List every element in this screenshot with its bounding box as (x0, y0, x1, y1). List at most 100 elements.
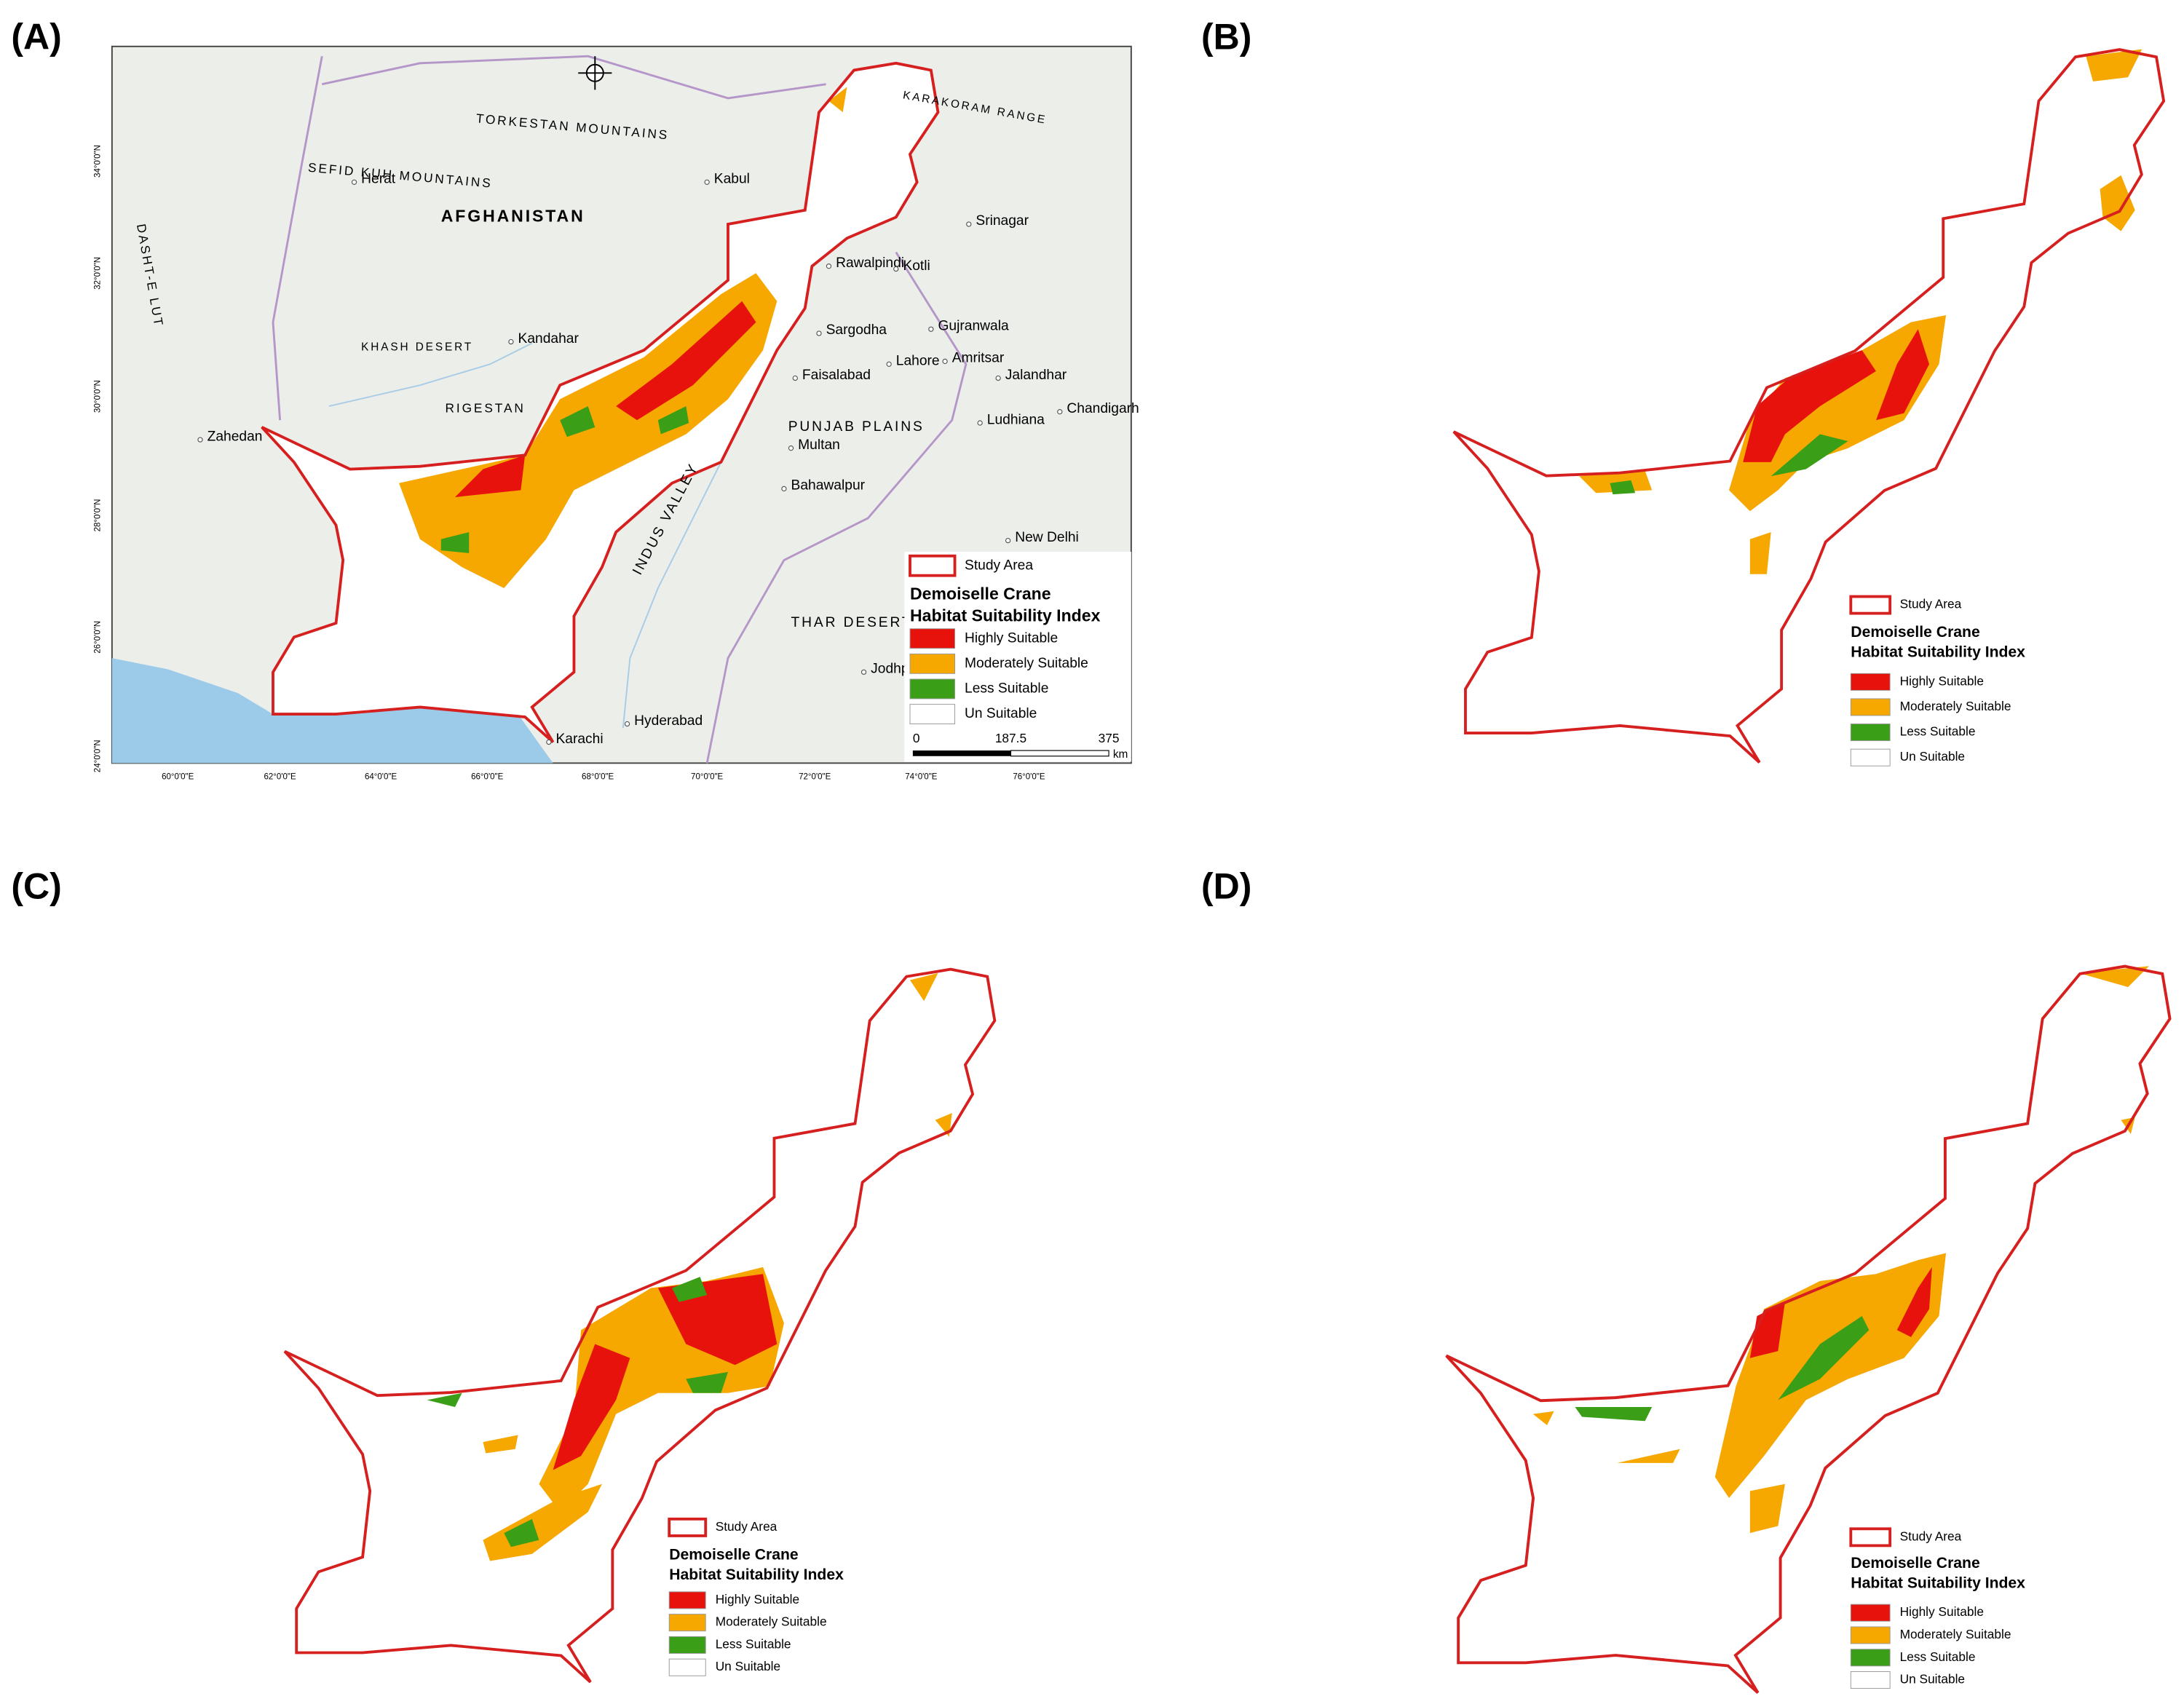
longitude-label: 76°0'0"E (1013, 773, 1045, 782)
suitability-patch (672, 1277, 708, 1302)
legend-swatch (668, 1614, 706, 1632)
place-dot (508, 338, 514, 345)
place-label: Zahedan (207, 429, 263, 444)
scale-bar (1010, 750, 1109, 757)
legend-label: Moderately Suitable (965, 656, 1088, 671)
study-area-outline (1452, 48, 2166, 764)
north-arrow (578, 56, 612, 90)
longitude-label: 66°0'0"E (471, 773, 504, 782)
place-label: Herat (361, 172, 396, 187)
suitability-patch (686, 1371, 728, 1393)
region-label: AFGHANISTAN (441, 206, 585, 225)
legend-study-area (1849, 595, 1892, 615)
legend-swatch (1850, 698, 1891, 716)
suitability-patch (553, 1344, 630, 1470)
place-label: Ludhiana (987, 412, 1045, 427)
river (622, 419, 743, 729)
suitability-patch (455, 455, 526, 497)
place-label: Lahore (896, 354, 940, 369)
place-dot (792, 375, 798, 381)
place-label: Gujranwala (938, 318, 1009, 333)
legend-swatch (668, 1591, 706, 1609)
place-label: Multan (798, 437, 840, 453)
place-dot (624, 721, 630, 727)
panel-label: (B) (1201, 16, 1251, 57)
suitability-patch (2086, 49, 2143, 82)
suitability-patch (1749, 1483, 1785, 1534)
region-label: THAR DESERT (791, 615, 913, 630)
place-dot (816, 330, 822, 336)
scale-unit: km (1113, 748, 1128, 761)
suitability-patch (1749, 1301, 1785, 1358)
legend-study-area (1849, 1527, 1892, 1548)
place-label: Faisalabad (802, 368, 871, 383)
place-label: Jalandhar (1005, 368, 1067, 383)
legend-label: Less Suitable (1900, 724, 1976, 739)
latitude-label: 28°0'0"N (94, 499, 103, 532)
region-label: KHASH DESERT (361, 341, 473, 353)
place-dot (942, 358, 948, 365)
legend-swatch (1850, 1604, 1891, 1622)
suitability-patch (1875, 329, 1929, 421)
legend-label: Moderately Suitable (1900, 699, 2011, 713)
border (272, 55, 323, 421)
scale-label: 187.5 (995, 731, 1026, 745)
legend-study-area (909, 554, 957, 577)
suitability-patch (1896, 1267, 1932, 1337)
place-label: Hyderabad (634, 713, 703, 729)
study-area-outline (261, 61, 940, 743)
place-dot (966, 221, 972, 227)
legend-title: Habitat Suitability Index (669, 1566, 844, 1583)
place-dot (928, 326, 934, 332)
place-label: Sargodha (826, 322, 887, 338)
legend-label: Study Area (1900, 1529, 1962, 1543)
place-label: Amritsar (952, 351, 1005, 366)
suitability-patch (1579, 470, 1653, 494)
scale-label: 0 (913, 731, 920, 745)
panel-label: (D) (1201, 866, 1251, 907)
legend-swatch (1850, 1626, 1891, 1644)
suitability-patch (440, 532, 470, 553)
longitude-label: 60°0'0"E (162, 773, 194, 782)
legend-label: Moderately Suitable (716, 1614, 827, 1629)
latitude-label: 26°0'0"N (94, 621, 103, 654)
study-area-outline (1445, 964, 2172, 1694)
suitability-patch (828, 87, 847, 113)
legend-swatch (1850, 1649, 1891, 1667)
suitability-patch (1617, 1449, 1680, 1463)
suitability-patch (1729, 315, 1947, 512)
legend-title: Habitat Suitability Index (1851, 644, 2025, 661)
suitability-patch (427, 1392, 462, 1407)
suitability-patch (657, 406, 689, 435)
suitability-patch (1743, 350, 1876, 462)
legend-label: Highly Suitable (1900, 1604, 1984, 1619)
place-dot (860, 669, 867, 675)
place-dot (704, 179, 710, 185)
place-dot (197, 437, 203, 443)
place-label: New Delhi (1015, 530, 1079, 545)
place-label: Kandahar (518, 331, 579, 346)
suitability-patch (1610, 480, 1636, 495)
legend-swatch (909, 653, 956, 674)
legend-title: Habitat Suitability Index (1851, 1574, 2025, 1591)
suitability-patch (910, 972, 938, 1002)
region-label: PUNJAB PLAINS (788, 419, 925, 435)
place-label: Srinagar (976, 213, 1029, 229)
longitude-label: 70°0'0"E (691, 773, 724, 782)
latitude-label: 34°0'0"N (94, 145, 103, 178)
place-dot (781, 486, 787, 492)
suitability-patch (1778, 1316, 1870, 1400)
suitability-patch (1749, 532, 1771, 574)
legend-swatch (909, 704, 956, 725)
place-dot (351, 179, 357, 185)
legend-swatch (909, 628, 956, 649)
place-dot (1057, 409, 1063, 415)
place-dot (886, 361, 892, 367)
place-label: Kotli (903, 258, 930, 274)
legend-swatch (668, 1658, 706, 1676)
suitability-patch (1770, 434, 1848, 477)
place-dot (546, 739, 552, 745)
place-label: Karachi (555, 732, 603, 747)
study-area-outline (283, 967, 997, 1684)
